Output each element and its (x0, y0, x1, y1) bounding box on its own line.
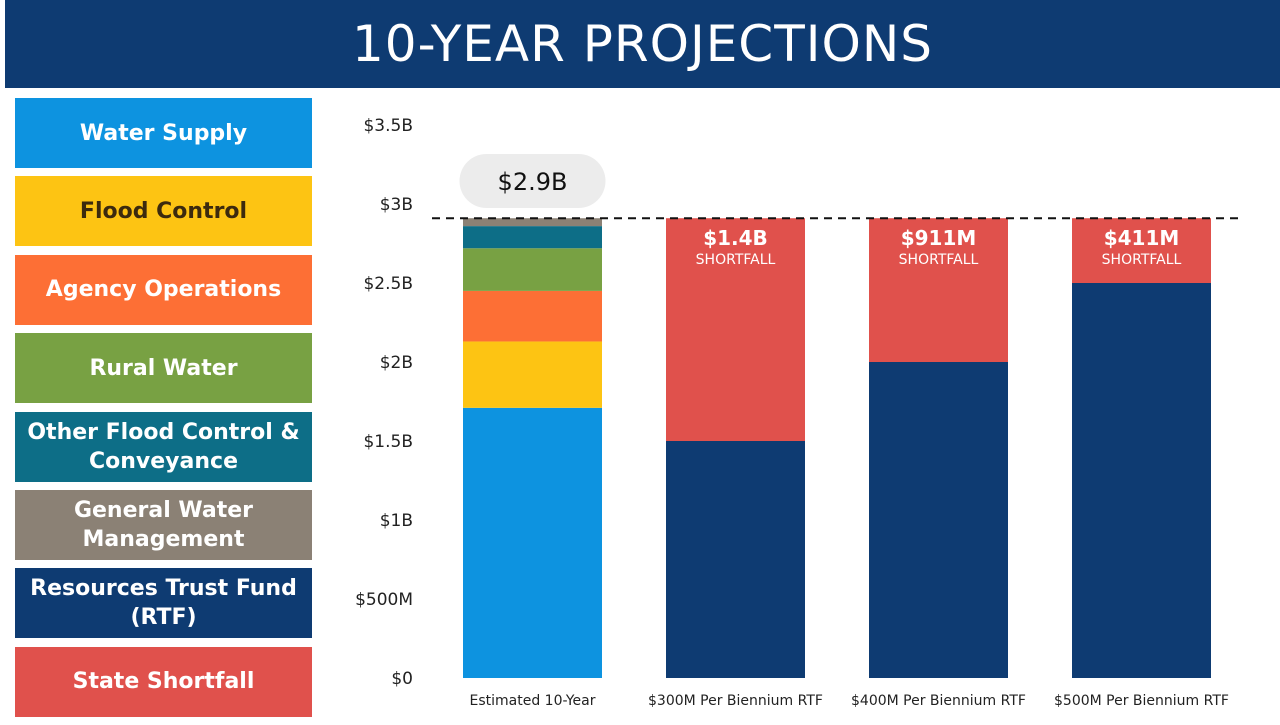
shortfall-value-label: $1.4B (703, 226, 768, 250)
y-tick-label: $500M (355, 590, 413, 610)
bar-segment-other-flood-control-conveyance (463, 226, 602, 249)
bar-segment-state-shortfall (869, 218, 1008, 362)
y-tick-label: $2.5B (363, 274, 413, 294)
bar-segment-flood-control (463, 341, 602, 408)
bar-segment-general-water-management (463, 218, 602, 227)
legend-item-state-shortfall: State Shortfall (15, 646, 312, 717)
bar-segment-state-shortfall (1072, 218, 1211, 283)
y-tick-label: $3B (380, 195, 413, 215)
bar-segment-resources-trust-fund-rtf (869, 362, 1008, 678)
legend-item-other-flood-control: Other Flood Control & Conveyance (15, 411, 312, 482)
y-tick-label: $1.5B (363, 432, 413, 452)
legend-item-general-water-management: General Water Management (15, 489, 312, 560)
bar-segment-agency-operations (463, 290, 602, 342)
page-title: 10-YEAR PROJECTIONS (352, 15, 933, 73)
shortfall-value-label: $411M (1104, 226, 1180, 250)
total-callout-label: $2.9B (498, 168, 568, 196)
x-category-label: $400M Per Biennium RTF (851, 693, 1026, 709)
y-tick-label: $3.5B (363, 116, 413, 136)
y-tick-label: $2B (380, 353, 413, 373)
bar-segment-state-shortfall (666, 218, 805, 441)
shortfall-value-label: $911M (901, 226, 977, 250)
legend-item-resources-trust-fund: Resources Trust Fund (RTF) (15, 568, 312, 639)
shortfall-sub-label: SHORTFALL (899, 252, 979, 268)
x-category-label: $500M Per Biennium RTF (1054, 693, 1229, 709)
bar-segment-water-supply (463, 407, 602, 678)
legend-item-rural-water: Rural Water (15, 333, 312, 404)
shortfall-sub-label: SHORTFALL (696, 252, 776, 268)
total-callout-bubble (459, 154, 606, 208)
title-banner: 10-YEAR PROJECTIONS (5, 0, 1280, 88)
bar-segment-rural-water (463, 248, 602, 291)
legend-item-water-supply: Water Supply (15, 98, 312, 168)
legend-item-agency-operations: Agency Operations (15, 254, 312, 325)
bar-segment-resources-trust-fund-rtf (666, 441, 805, 678)
legend: Water Supply Flood Control Agency Operat… (15, 98, 312, 725)
legend-item-flood-control: Flood Control (15, 176, 312, 247)
shortfall-sub-label: SHORTFALL (1102, 252, 1182, 268)
y-tick-label: $1B (380, 511, 413, 531)
y-tick-label: $0 (391, 669, 413, 689)
bar-segment-resources-trust-fund-rtf (1072, 283, 1211, 678)
x-category-label: $300M Per Biennium RTF (648, 693, 823, 709)
x-category-label: Estimated 10-Year (469, 693, 595, 709)
